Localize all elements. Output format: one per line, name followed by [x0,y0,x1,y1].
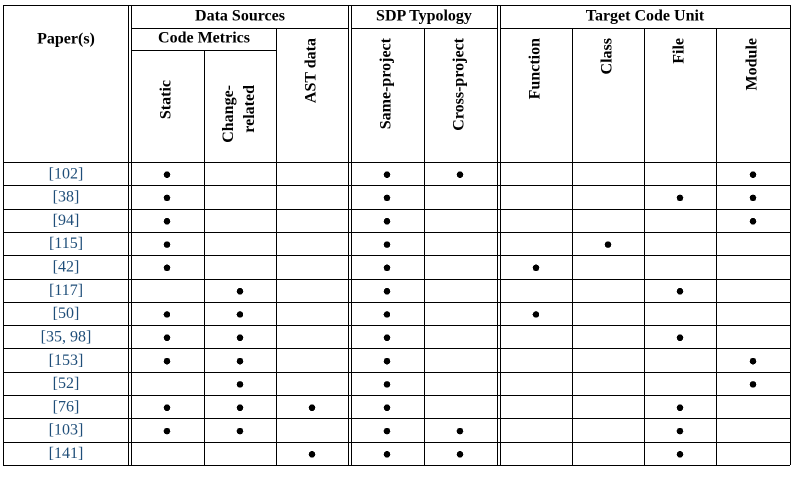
bullet [383,404,391,412]
group-header: Target Code Unit [586,8,705,25]
bullet [383,241,391,248]
bullet [163,194,171,202]
bullet [308,404,316,412]
bullet [749,194,757,202]
bullet [163,311,171,318]
paper-ref: [38] [53,189,80,206]
bullet [749,171,757,178]
bullet [604,241,612,248]
subgroup-header: Code Metrics [158,30,250,47]
paper-ref: [117] [49,282,83,299]
paper-ref: [141] [49,445,84,462]
bullet [236,357,244,365]
paper-ref: [76] [53,398,80,415]
bullet [383,357,391,365]
bullet [383,287,391,295]
bullet [383,334,391,342]
column-header: AST data [303,38,320,103]
bullet [163,241,171,248]
bullet [749,217,757,225]
paper-ref: [153] [49,352,84,369]
bullet [676,287,684,295]
column-header: Function [527,38,544,99]
paper-ref: [42] [53,259,80,276]
bullet [383,381,391,388]
column-header: related [241,85,258,133]
column-header: Change- [220,85,237,143]
bullet [236,381,244,388]
bullet [163,171,171,178]
paper-ref: [52] [53,375,80,392]
column-header: Static [158,80,175,119]
paper-ref: [103] [49,422,84,439]
bullet [749,381,757,388]
paper-header: Paper(s) [37,31,95,48]
bullet [308,451,316,458]
bullet [163,427,171,435]
bullet [163,334,171,342]
bullet [749,357,757,365]
column-header: File [671,38,688,64]
bullet [236,404,244,412]
bullet [456,451,464,458]
bullet [236,311,244,318]
group-header: Data Sources [195,8,285,25]
bullet [676,194,684,202]
paper-ref: [35, 98] [41,328,92,345]
paper-ref: [94] [53,212,80,229]
bullet [383,217,391,225]
rules [3,5,791,465]
column-header: Module [744,38,761,90]
bullet [163,357,171,365]
bullet [383,311,391,318]
column-header: Class [599,38,616,74]
bullet [676,404,684,412]
bullet [383,427,391,435]
bullet [676,451,684,458]
paper-ref: [115] [49,235,83,252]
bullet [676,334,684,342]
bullet [383,451,391,458]
bullet [676,427,684,435]
bullet [383,194,391,202]
bullet [236,427,244,435]
paper-ref: [102] [49,165,84,182]
bullet [456,427,464,435]
column-header: Cross-project [451,37,468,130]
bullet [532,311,540,318]
bullet [236,334,244,342]
bullet [456,171,464,178]
bullet [163,217,171,225]
bullet [163,404,171,412]
bullet [236,287,244,295]
bullet [383,264,391,272]
bullet [383,171,391,178]
column-header: Same-project [378,37,395,129]
bullet [532,264,540,272]
bullet [163,264,171,272]
group-header: SDP Typology [376,8,472,25]
paper-ref: [50] [53,305,80,322]
